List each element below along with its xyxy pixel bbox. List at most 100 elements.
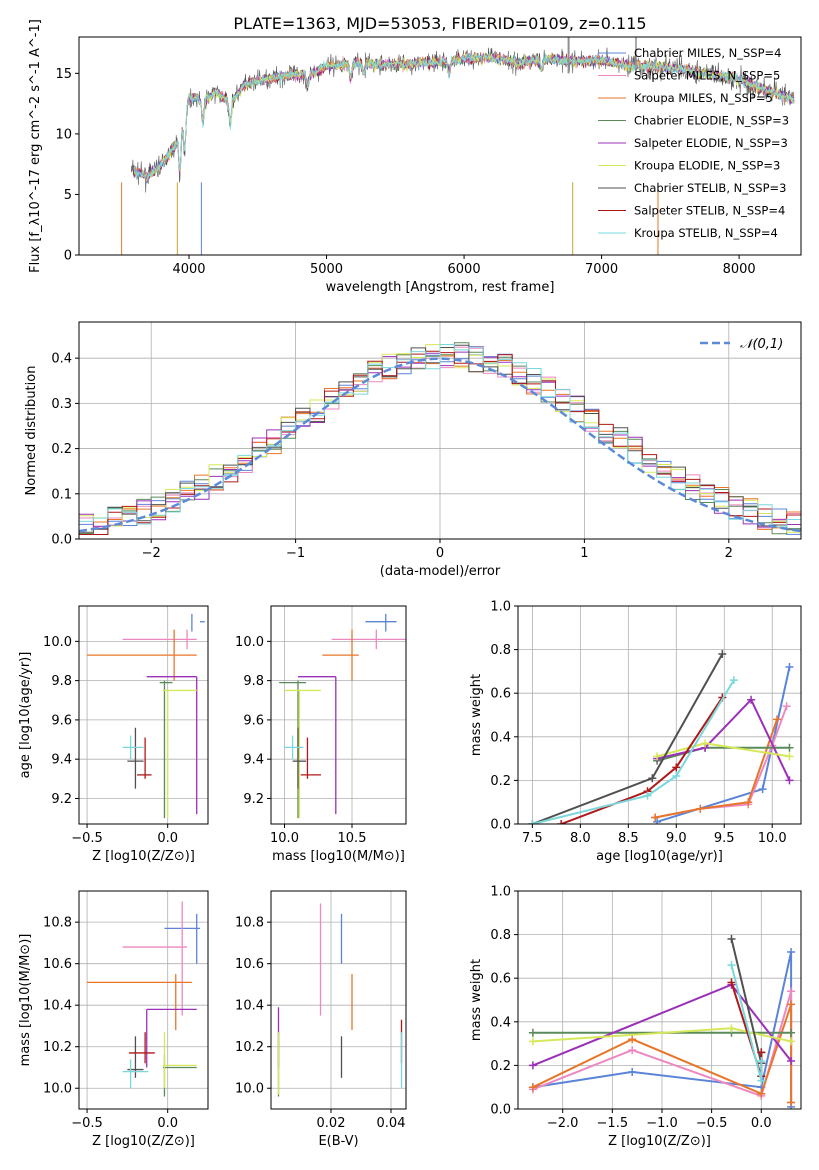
- mw-marker: [785, 663, 794, 672]
- y-tick-label: 0.0: [490, 818, 511, 833]
- axes-frame: [517, 890, 802, 1110]
- y-tick-label: 10.4: [43, 999, 72, 1014]
- plot-area: [279, 613, 406, 819]
- x-tick-label: 0.02: [317, 1116, 346, 1131]
- x-axis-label: (data-model)/error: [380, 564, 501, 579]
- mw-marker: [787, 1028, 796, 1037]
- figure-title: PLATE=1363, MJD=53053, FIBERID=0109, z=0…: [233, 14, 646, 33]
- axes-frame: [78, 321, 802, 540]
- mw-line-kroupa-stelib: [730, 964, 763, 1081]
- axes-frame: [517, 605, 802, 825]
- mw-marker: [651, 813, 660, 822]
- x-tick-label: 0: [436, 546, 444, 561]
- legend-label: Kroupa MILES, N_SSP=5: [634, 91, 773, 105]
- mw-marker: [773, 715, 782, 724]
- x-axis-label: age [log10(age/yr)]: [596, 849, 723, 864]
- y-tick-label: 0.1: [51, 487, 72, 502]
- plot-area: [79, 342, 801, 535]
- y-tick-label: 0.8: [490, 643, 511, 658]
- y-tick-label: 10.8: [43, 916, 72, 931]
- x-tick-label: 5000: [310, 262, 343, 277]
- x-tick-label: 0.0: [157, 1116, 178, 1131]
- plot-area: [87, 613, 205, 819]
- axes-frame: [78, 890, 209, 1110]
- y-tick-label: 0.0: [490, 1103, 511, 1118]
- x-tick-label: 7.5: [522, 831, 543, 846]
- y-tick-label: 0.2: [490, 1059, 511, 1074]
- y-tick-label: 10: [55, 127, 72, 142]
- plot-area: [277, 903, 403, 1097]
- y-tick-label: 10.0: [43, 635, 72, 650]
- y-tick-label: 0.4: [490, 730, 511, 745]
- x-axis-label: mass [log10(M/M⊙)]: [272, 849, 405, 864]
- x-tick-label: −0.5: [696, 1116, 728, 1131]
- mw-marker: [757, 1089, 766, 1098]
- mw-marker: [785, 752, 794, 761]
- axes-frame: [270, 890, 407, 1110]
- x-tick-label: 8.5: [618, 831, 639, 846]
- mw-marker: [672, 763, 681, 772]
- y-tick-label: 10.8: [235, 916, 264, 931]
- mw-marker: [757, 1057, 766, 1066]
- y-tick-label: 0.2: [51, 442, 72, 457]
- axes-frame: [78, 605, 209, 825]
- mw-marker: [785, 776, 794, 785]
- panel-spectrum: 4000 5000 6000 7000 8000 0 5 10 15 wavelength [An…: [28, 19, 802, 295]
- mw-line-kroupa-stelib: [532, 679, 735, 824]
- mw-line-chabrier-miles: [656, 666, 791, 823]
- x-tick-label: 8000: [723, 262, 756, 277]
- mw-marker: [787, 1057, 796, 1066]
- legend-label: Salpeter MILES, N_SSP=5: [634, 69, 780, 83]
- y-tick-label: 0.6: [490, 972, 511, 987]
- x-tick-label: 10.0: [270, 831, 299, 846]
- y-tick-label: 10.4: [235, 999, 264, 1014]
- x-tick-label: −1.0: [646, 1116, 678, 1131]
- mw-marker: [701, 739, 710, 748]
- x-axis-label: wavelength [Angstrom, rest frame]: [326, 280, 555, 295]
- mw-marker: [787, 987, 796, 996]
- axes-frame: [270, 605, 407, 825]
- y-tick-label: 0.4: [490, 1015, 511, 1030]
- y-tick-label: 10.6: [43, 957, 72, 972]
- mw-marker: [787, 1098, 796, 1107]
- panel-age_vs_Z: −0.5 0.0 9.2 9.4 9.6 9.8 10.0 Z [log10(Z/Z⊙)] ag…: [18, 605, 209, 864]
- legend-label: Salpeter STELIB, N_SSP=4: [634, 204, 785, 218]
- mw-marker: [653, 817, 662, 824]
- x-tick-label: 9.5: [714, 831, 735, 846]
- mw-marker: [744, 798, 753, 807]
- x-tick-label: 4000: [172, 262, 205, 277]
- y-tick-label: 0.6: [490, 687, 511, 702]
- y-tick-label: 9.6: [51, 713, 72, 728]
- mw-marker: [757, 1076, 766, 1085]
- mw-marker: [528, 1028, 537, 1037]
- mw-marker: [528, 1061, 537, 1070]
- y-axis-label: age [log10(age/yr)]: [18, 652, 33, 779]
- y-axis-label: mass weight: [469, 674, 484, 756]
- normal-curve: [79, 357, 801, 533]
- mw-marker: [528, 1037, 537, 1046]
- y-tick-label: 9.6: [243, 713, 264, 728]
- x-axis-label: Z [log10(Z/Z⊙)]: [92, 1134, 195, 1149]
- mw-line-kroupa-miles: [655, 719, 778, 819]
- plot-area: [121, 37, 795, 255]
- mw-marker: [727, 934, 736, 943]
- y-tick-label: 0.4: [51, 352, 72, 367]
- x-tick-label: 0.0: [751, 1116, 772, 1131]
- legend-label: Chabrier ELODIE, N_SSP=3: [634, 114, 789, 128]
- y-tick-label: 9.2: [51, 792, 72, 807]
- y-tick-label: 9.8: [51, 674, 72, 689]
- mw-marker: [787, 1000, 796, 1009]
- y-tick-label: 0.0: [51, 533, 72, 548]
- mw-marker: [718, 649, 727, 658]
- y-tick-label: 10.0: [235, 635, 264, 650]
- mw-line-chabrier-stelib: [730, 938, 763, 1064]
- mw-marker: [729, 676, 738, 685]
- mw-marker: [696, 804, 705, 813]
- x-tick-label: 7000: [585, 262, 618, 277]
- y-axis-label: mass weight: [469, 959, 484, 1041]
- mw-marker: [727, 978, 736, 987]
- x-tick-label: 6000: [448, 262, 481, 277]
- x-axis-label: Z [log10(Z/Z⊙)]: [608, 1134, 711, 1149]
- x-tick-label: 10.5: [338, 831, 367, 846]
